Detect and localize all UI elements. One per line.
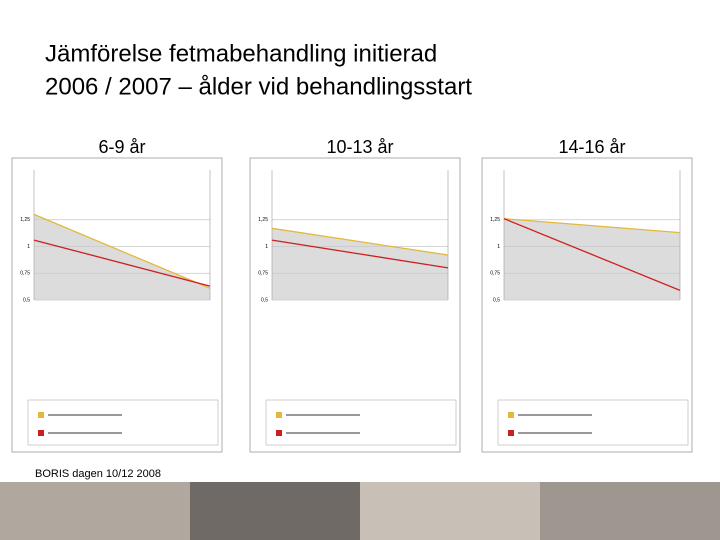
legend-box: [265, 399, 457, 446]
y-tick-label: 0,5: [261, 297, 268, 303]
line: [503, 218, 681, 234]
chart-title: 10-13 år: [326, 137, 393, 157]
y-tick-label: 1: [497, 244, 500, 250]
y-tick-label: 0,75: [20, 271, 30, 277]
y-tick-label: 1,25: [258, 217, 268, 223]
footer: BORIS dagen 10/12 2008: [35, 468, 161, 480]
y-tick-label: 1: [27, 244, 30, 250]
legend-swatch: [38, 430, 44, 436]
legend-swatch: [276, 430, 282, 436]
line: [33, 239, 211, 287]
chart-title: 14-16 år: [558, 137, 625, 157]
area: [34, 214, 210, 300]
y-tick-label: 1,25: [490, 217, 500, 223]
title-line: Jämförelse fetmabehandling initierad: [45, 40, 437, 67]
photo-strip: [0, 482, 720, 540]
line: [271, 227, 449, 256]
legend-swatch: [508, 412, 514, 418]
y-tick-label: 0,75: [490, 271, 500, 277]
legend-box: [27, 399, 219, 446]
y-tick-label: 0,5: [23, 297, 30, 303]
y-tick-label: 1,25: [20, 217, 30, 223]
area: [504, 218, 680, 300]
y-tick-label: 0,5: [493, 297, 500, 303]
legend-swatch: [508, 430, 514, 436]
y-tick-label: 0,75: [258, 271, 268, 277]
legend-swatch: [276, 412, 282, 418]
title-line: 2006 / 2007 – ålder vid behandlingsstart: [45, 73, 472, 100]
line: [271, 239, 449, 269]
legend-box: [497, 399, 689, 446]
y-tick-label: 1: [265, 244, 268, 250]
line: [503, 218, 681, 291]
chart-title: 6-9 år: [98, 137, 145, 157]
legend-swatch: [38, 412, 44, 418]
line: [33, 213, 211, 289]
